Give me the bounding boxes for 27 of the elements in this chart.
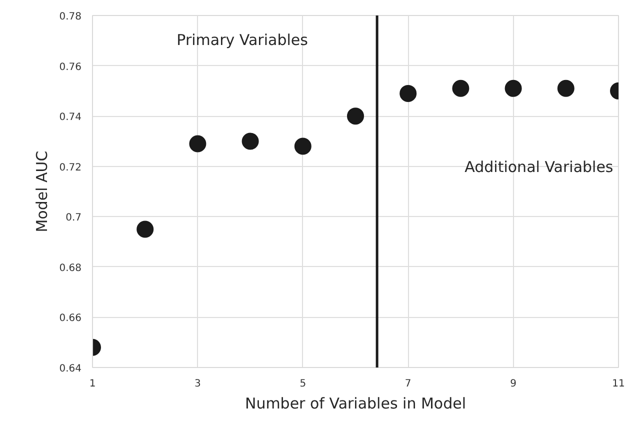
point (504, 80, 522, 97)
point (294, 138, 312, 155)
annotation: Additional Variables (464, 158, 614, 176)
point (242, 132, 259, 150)
annotation: Primary Variables (176, 31, 308, 50)
y-tick-label: 0.66 (59, 313, 82, 324)
y-tick-label: 0.74 (59, 112, 82, 124)
point (136, 220, 154, 238)
point (452, 80, 470, 97)
y-tick-label: 0.64 (59, 364, 82, 374)
point (557, 80, 574, 97)
y-tick-label: 0.7 (66, 212, 82, 224)
point (400, 84, 417, 102)
x-tick-label: 7 (404, 378, 412, 390)
x-tick-label: 5 (300, 378, 306, 390)
x-tick-label: 1 (89, 378, 96, 390)
x-tick-label: 11 (612, 378, 625, 390)
y-tick-label: 0.68 (59, 262, 82, 274)
point (189, 135, 206, 152)
y-axis-title: Model AUC (33, 150, 52, 232)
y-tick-label: 0.78 (59, 12, 82, 22)
y-tick-label: 0.76 (59, 62, 82, 73)
x-tick-label: 3 (194, 378, 201, 390)
x-axis-title: Number of Variables in Model (244, 394, 466, 412)
y-tick-label: 0.72 (59, 162, 82, 174)
x-tick-label: 9 (510, 378, 516, 390)
point (347, 108, 364, 125)
